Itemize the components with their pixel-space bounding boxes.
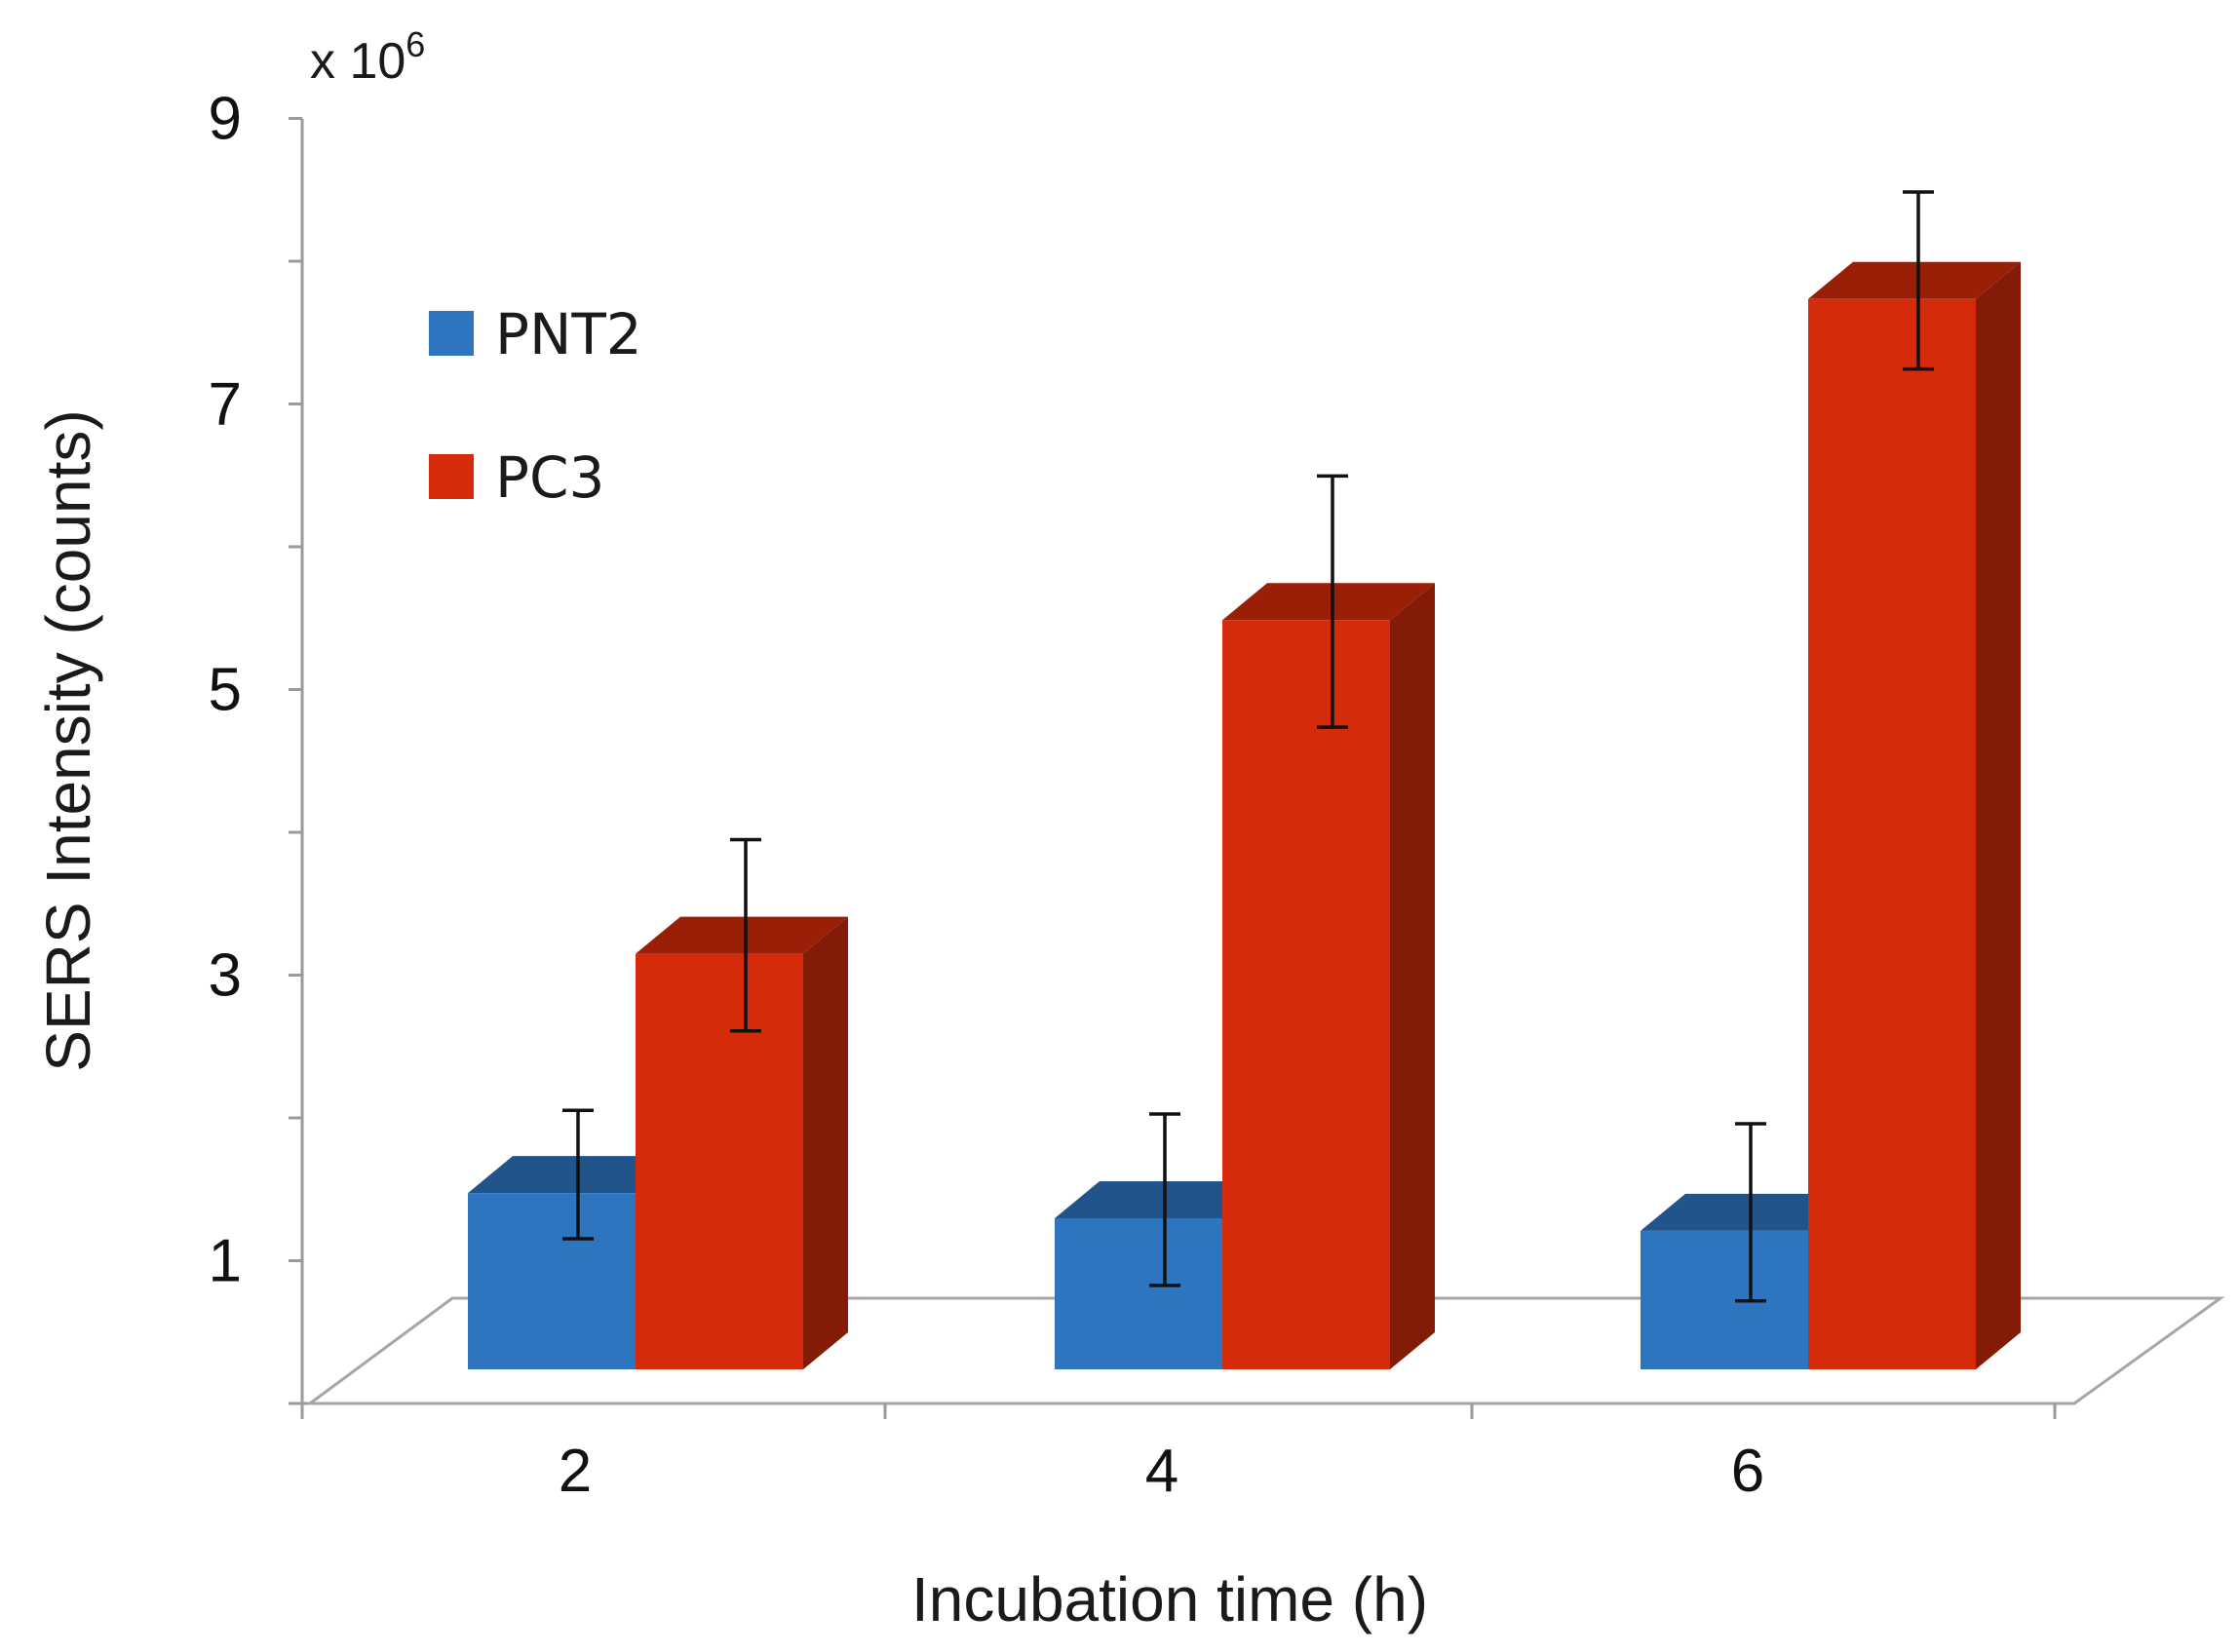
legend-item-pc3: PC3: [429, 444, 604, 511]
y-axis-title: SERS Intensity (counts): [33, 409, 103, 1071]
x-tick-label: 6: [1731, 1438, 1764, 1505]
bar-front-face: [1055, 1217, 1222, 1369]
bar-side-face: [803, 916, 848, 1369]
error-bar-pnt2-4h: [1149, 1112, 1180, 1287]
error-bar-pc3-6h: [1903, 190, 1934, 371]
bar-top-face: [1808, 261, 2021, 299]
x-tick-label: 2: [559, 1438, 592, 1505]
legend-label: PC3: [495, 444, 604, 511]
bar-side-face: [1390, 583, 1435, 1369]
bar-front-face: [636, 953, 803, 1369]
bar-top-face: [1055, 1180, 1267, 1218]
x-tick-label: 4: [1145, 1438, 1178, 1505]
bar-front-face: [1641, 1230, 1808, 1369]
error-bar-pc3-2h: [730, 837, 761, 1033]
bar-front-face: [1808, 298, 1976, 1369]
legend-label: PNT2: [495, 301, 642, 367]
x-axis-title: Incubation time (h): [911, 1564, 1428, 1634]
y-tick-label: 5: [209, 657, 242, 724]
legend-swatch: [429, 311, 474, 356]
legend-item-pnt2: PNT2: [429, 301, 642, 367]
bar-top-face: [1641, 1193, 1853, 1231]
bar-top-face: [1222, 583, 1435, 621]
error-bar-pc3-4h: [1317, 474, 1348, 729]
bar-pc3-4h: [1222, 583, 1435, 1369]
bar-front-face: [468, 1193, 636, 1369]
bar-side-face: [1976, 261, 2021, 1369]
bar-top-face: [636, 916, 848, 954]
error-bar-pnt2-6h: [1735, 1122, 1766, 1303]
bar-top-face: [468, 1156, 680, 1194]
bar-pc3-6h: [1808, 261, 2021, 1369]
y-tick-label: 7: [209, 371, 242, 439]
y-tick-label: 9: [209, 86, 242, 153]
error-bar-pnt2-2h: [562, 1108, 594, 1241]
bar-front-face: [1222, 620, 1390, 1369]
y-tick-label: 1: [209, 1228, 242, 1295]
y-scale-label: x 106: [310, 24, 425, 90]
bar-pc3-2h: [636, 916, 848, 1369]
y-tick-label: 3: [209, 942, 242, 1010]
legend-swatch: [429, 454, 474, 499]
